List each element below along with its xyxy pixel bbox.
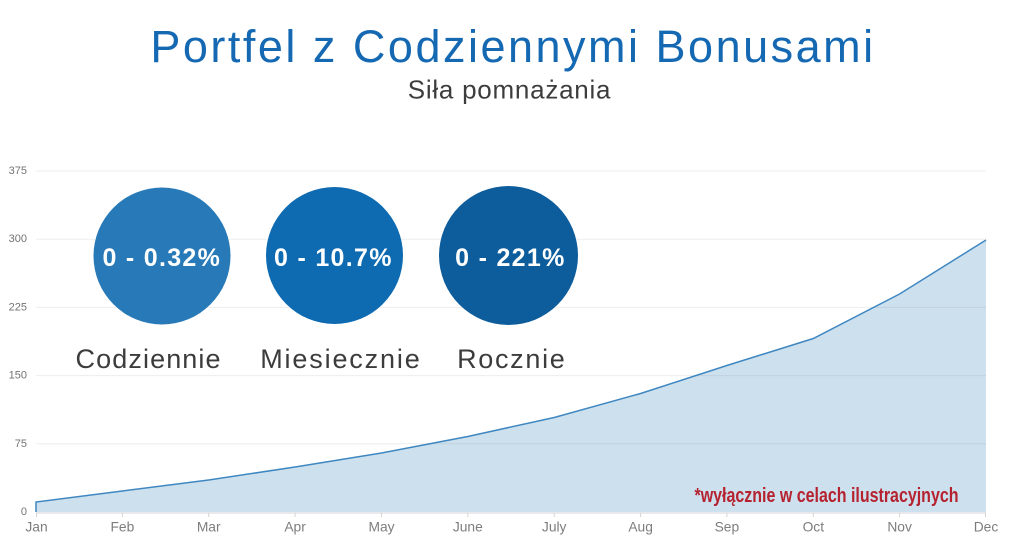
svg-text:Nov: Nov: [887, 520, 912, 535]
svg-text:June: June: [453, 520, 483, 535]
svg-text:Portfel z Codziennymi Bonusami: Portfel z Codziennymi Bonusami: [150, 21, 875, 72]
svg-text:May: May: [368, 520, 394, 535]
svg-text:0 - 10.7%: 0 - 10.7%: [274, 244, 393, 272]
svg-text:Jan: Jan: [25, 520, 47, 535]
svg-text:July: July: [542, 520, 567, 535]
svg-text:Siła pomnażania: Siła pomnażania: [408, 75, 611, 105]
svg-text:0 - 0.32%: 0 - 0.32%: [102, 244, 221, 272]
svg-text:Sep: Sep: [715, 520, 740, 535]
svg-text:Dec: Dec: [974, 520, 999, 535]
svg-text:150: 150: [9, 370, 27, 382]
svg-text:*wyłącznie w celach ilustracyj: *wyłącznie w celach ilustracyjnych: [695, 485, 959, 507]
svg-text:300: 300: [9, 233, 27, 245]
svg-text:375: 375: [9, 165, 27, 177]
svg-text:Feb: Feb: [111, 520, 135, 535]
svg-text:Oct: Oct: [803, 520, 825, 535]
svg-text:75: 75: [15, 438, 27, 450]
svg-text:Aug: Aug: [628, 520, 653, 535]
svg-text:Miesiecznie: Miesiecznie: [260, 344, 421, 374]
svg-text:0: 0: [21, 506, 27, 518]
svg-text:Rocznie: Rocznie: [457, 344, 566, 374]
svg-text:Codziennie: Codziennie: [76, 344, 222, 374]
svg-text:225: 225: [9, 301, 27, 313]
svg-text:Mar: Mar: [197, 520, 221, 535]
svg-text:0 - 221%: 0 - 221%: [455, 244, 565, 272]
svg-text:Apr: Apr: [284, 520, 306, 535]
